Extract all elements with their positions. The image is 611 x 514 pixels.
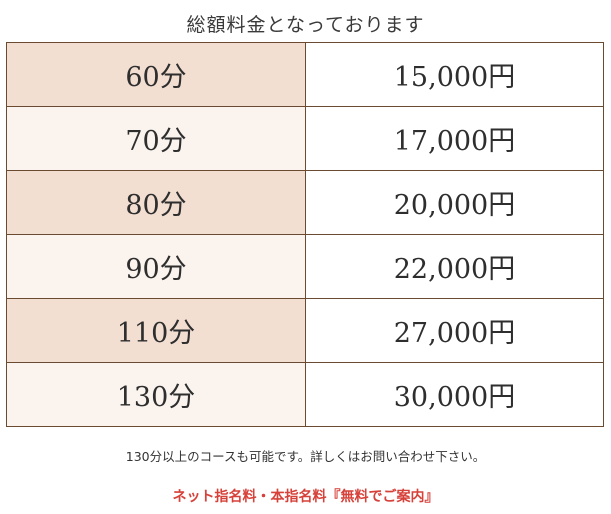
duration-cell: 80分 [6, 170, 306, 235]
price-cell: 15,000円 [305, 42, 604, 107]
price-cell: 17,000円 [305, 106, 604, 171]
price-cell: 30,000円 [305, 362, 604, 427]
price-cell: 27,000円 [305, 298, 604, 363]
price-row: 90分 22,000円 [6, 234, 604, 299]
duration-cell: 110分 [6, 298, 306, 363]
course-note: 130分以上のコースも可能です。詳しくはお問い合わせ下さい。 [125, 449, 486, 464]
price-table: 60分 15,000円 70分 17,000円 80分 20,000円 90分 … [6, 42, 604, 427]
price-row: 60分 15,000円 [6, 42, 604, 107]
price-row: 80分 20,000円 [6, 170, 604, 235]
duration-cell: 60分 [6, 42, 306, 107]
duration-cell: 90分 [6, 234, 306, 299]
price-row: 110分 27,000円 [6, 298, 604, 363]
price-heading: 総額料金となっております [186, 14, 425, 36]
price-row: 70分 17,000円 [6, 106, 604, 171]
price-row: 130分 30,000円 [6, 362, 604, 427]
nomination-fee-notice: ネット指名料・本指名料『無料でご案内』 [172, 489, 439, 505]
duration-cell: 130分 [6, 362, 306, 427]
price-cell: 22,000円 [305, 234, 604, 299]
duration-cell: 70分 [6, 106, 306, 171]
price-cell: 20,000円 [305, 170, 604, 235]
